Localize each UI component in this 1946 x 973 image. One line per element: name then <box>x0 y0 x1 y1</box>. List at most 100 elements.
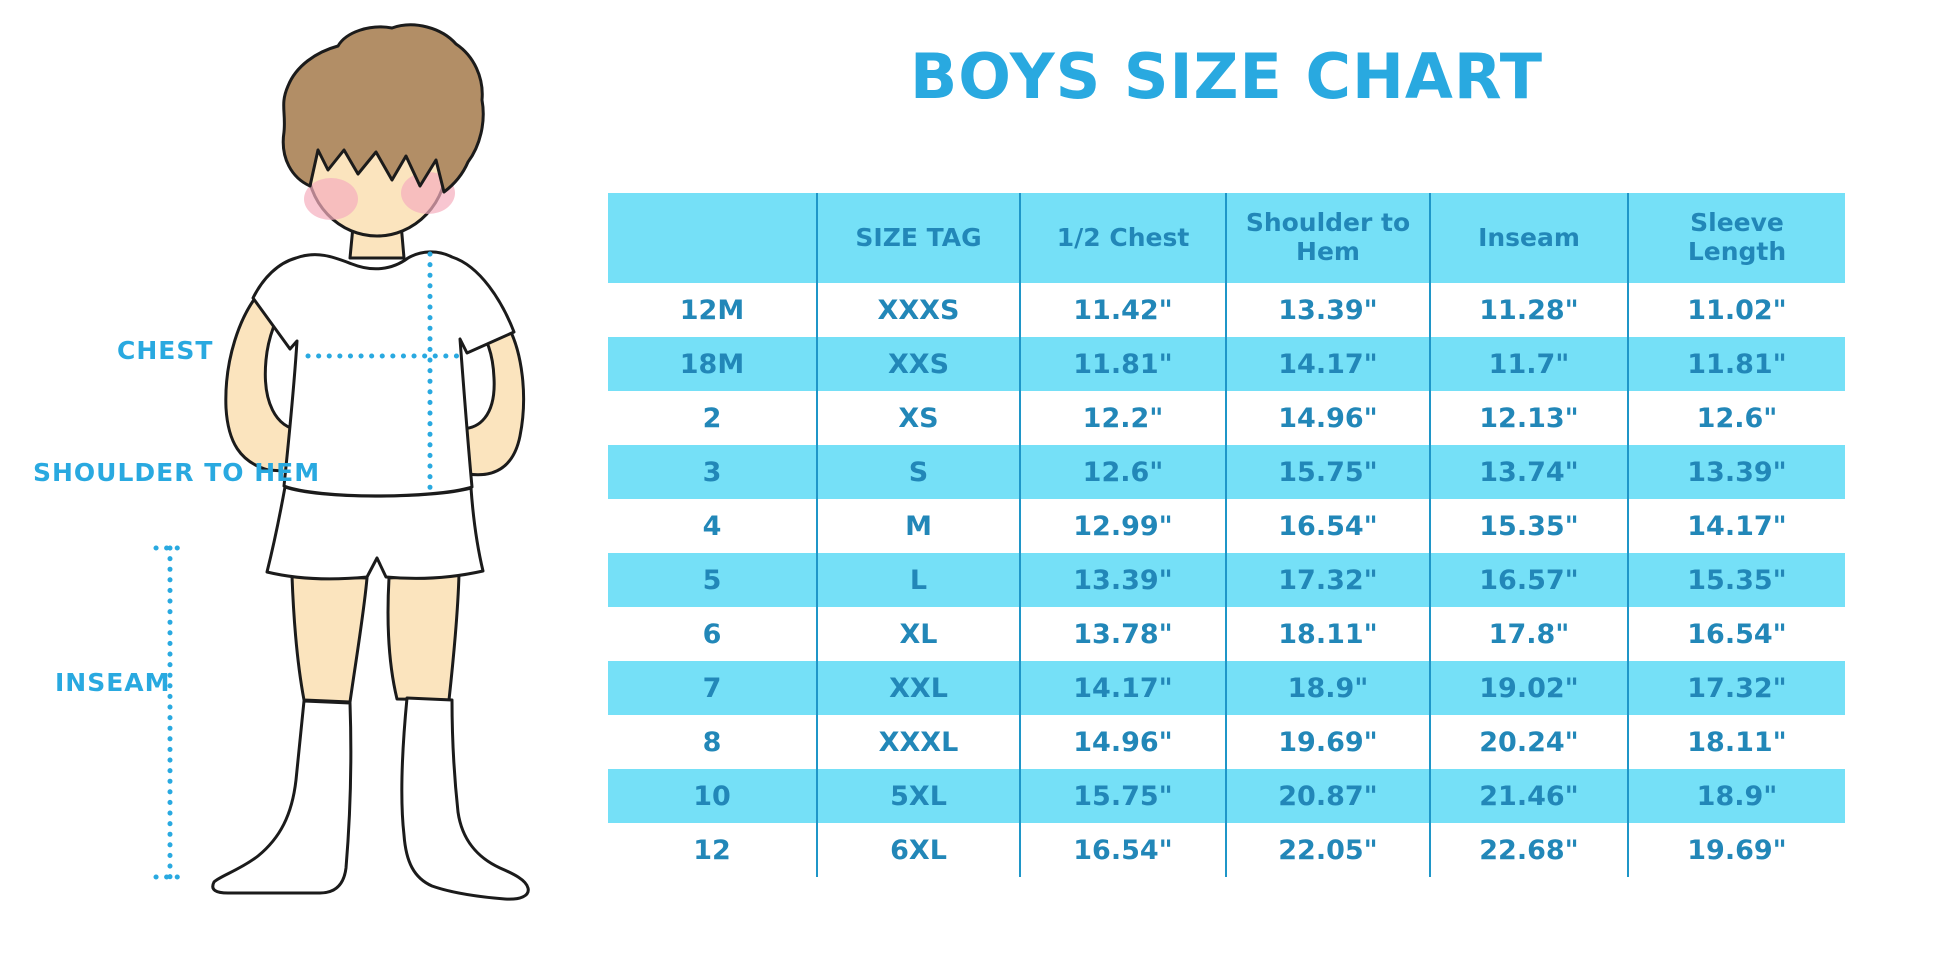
table-body: 12M XXXS 11.42" 13.39" 11.28" 11.02" 18M XXS 11.… <box>608 283 1845 877</box>
table-cell: 11.28" <box>1429 283 1627 337</box>
boy-size-figure: CHEST SHOULDER TO HEM INSEAM <box>0 0 560 973</box>
table-row: 12 6XL 16.54" 22.05" 22.68" 19.69" <box>608 823 1845 877</box>
table-cell: 16.54" <box>1627 607 1845 661</box>
table-cell: 8 <box>702 726 722 758</box>
table-cell: 22.05" <box>1225 823 1429 877</box>
header-cell-4: Inseam <box>1429 193 1627 283</box>
right-sock-shape <box>400 696 530 901</box>
shoulder-to-hem-label: SHOULDER TO HEM <box>33 458 321 487</box>
left-arm-shape <box>224 290 302 474</box>
hair-shape <box>281 23 485 194</box>
table-cell: 17.8" <box>1429 607 1627 661</box>
table-row: 2 XS 12.2" 14.96" 12.13" 12.6" <box>608 391 1845 445</box>
table-cell: 17.32" <box>1225 553 1429 607</box>
table-cell: 2 <box>702 402 722 434</box>
size-table: SIZE TAG 1/2 Chest Shoulder to Hem Inseam Sl… <box>608 193 1845 877</box>
table-cell: 13.39" <box>1225 283 1429 337</box>
table-cell: 15.75" <box>1019 769 1225 823</box>
table-cell: 21.46" <box>1429 769 1627 823</box>
table-cell: 3 <box>702 456 722 488</box>
table-cell: 12.2" <box>1019 391 1225 445</box>
table-cell: 19.02" <box>1429 661 1627 715</box>
table-cell: 17.32" <box>1627 661 1845 715</box>
table-cell: 12.13" <box>1429 391 1627 445</box>
table-cell: 5XL <box>816 769 1019 823</box>
table-cell: 16.54" <box>1225 499 1429 553</box>
table-cell: 19.69" <box>1225 715 1429 769</box>
table-cell: 7 <box>702 672 722 704</box>
table-row: 8 XXXL 14.96" 19.69" 20.24" 18.11" <box>608 715 1845 769</box>
boy-illustration <box>153 23 530 901</box>
chest-label: CHEST <box>117 336 214 365</box>
table-cell: 12 <box>693 834 731 866</box>
table-cell: 14.17" <box>1627 499 1845 553</box>
table-row: 12M XXXS 11.42" 13.39" 11.28" 11.02" <box>608 283 1845 337</box>
header-cell-1: SIZE TAG <box>816 193 1019 283</box>
table-cell: 20.87" <box>1225 769 1429 823</box>
table-cell: 11.7" <box>1429 337 1627 391</box>
table-cell: 12.99" <box>1019 499 1225 553</box>
table-cell: 13.78" <box>1019 607 1225 661</box>
table-cell: 12.6" <box>1019 445 1225 499</box>
table-cell: XL <box>816 607 1019 661</box>
header-cell-3: Shoulder to Hem <box>1225 193 1429 283</box>
table-row: 18M XXS 11.81" 14.17" 11.7" 11.81" <box>608 337 1845 391</box>
table-cell: 14.96" <box>1225 391 1429 445</box>
table-cell: 20.24" <box>1429 715 1627 769</box>
table-cell: 18.11" <box>1225 607 1429 661</box>
table-cell: 10 <box>693 780 731 812</box>
table-cell: 14.17" <box>1225 337 1429 391</box>
left-blush <box>304 178 358 220</box>
shorts-shape <box>265 485 485 581</box>
inseam-label: INSEAM <box>55 668 171 697</box>
table-row: 4 M 12.99" 16.54" 15.35" 14.17" <box>608 499 1845 553</box>
page-title: BOYS SIZE CHART <box>909 40 1544 113</box>
table-cell: 18.9" <box>1225 661 1429 715</box>
table-cell: XS <box>816 391 1019 445</box>
table-row: 7 XXL 14.17" 18.9" 19.02" 17.32" <box>608 661 1845 715</box>
table-cell: 6 <box>702 618 722 650</box>
table-cell: 14.96" <box>1019 715 1225 769</box>
table-cell: 16.57" <box>1429 553 1627 607</box>
table-cell: 11.81" <box>1019 337 1225 391</box>
table-cell: XXXL <box>816 715 1019 769</box>
table-cell: 11.42" <box>1019 283 1225 337</box>
table-header-row: SIZE TAG 1/2 Chest Shoulder to Hem Inseam Sl… <box>608 193 1845 283</box>
table-cell: 13.74" <box>1429 445 1627 499</box>
table-cell: 11.02" <box>1627 283 1845 337</box>
table-cell: L <box>816 553 1019 607</box>
table-row: 5 L 13.39" 17.32" 16.57" 15.35" <box>608 553 1845 607</box>
right-leg-shape <box>386 572 461 702</box>
table-cell: 5 <box>702 564 722 596</box>
table-cell: 13.39" <box>1627 445 1845 499</box>
table-cell: 6XL <box>816 823 1019 877</box>
table-row: 3 S 12.6" 15.75" 13.74" 13.39" <box>608 445 1845 499</box>
table-cell: S <box>816 445 1019 499</box>
table-cell: 11.81" <box>1627 337 1845 391</box>
table-cell: 15.35" <box>1627 553 1845 607</box>
table-row: 6 XL 13.78" 18.11" 17.8" 16.54" <box>608 607 1845 661</box>
tshirt-shape <box>251 250 516 498</box>
table-row: 10 5XL 15.75" 20.87" 21.46" 18.9" <box>608 769 1845 823</box>
left-sock-shape <box>211 699 353 895</box>
table-cell: 13.39" <box>1019 553 1225 607</box>
table-cell: XXL <box>816 661 1019 715</box>
table-cell: 19.69" <box>1627 823 1845 877</box>
table-cell: 18.11" <box>1627 715 1845 769</box>
left-leg-shape <box>290 574 369 704</box>
table-cell: M <box>816 499 1019 553</box>
table-cell: 14.17" <box>1019 661 1225 715</box>
table-cell: 18.9" <box>1627 769 1845 823</box>
table-cell: XXXS <box>816 283 1019 337</box>
table-cell: XXS <box>816 337 1019 391</box>
table-cell: 15.35" <box>1429 499 1627 553</box>
table-cell: 22.68" <box>1429 823 1627 877</box>
table-cell: 12M <box>679 294 745 326</box>
header-cell-2: 1/2 Chest <box>1019 193 1225 283</box>
table-cell: 18M <box>679 348 745 380</box>
table-cell: 12.6" <box>1627 391 1845 445</box>
table-cell: 15.75" <box>1225 445 1429 499</box>
header-cell-0 <box>608 193 816 283</box>
table-cell: 16.54" <box>1019 823 1225 877</box>
header-cell-5: Sleeve Length <box>1627 193 1845 283</box>
